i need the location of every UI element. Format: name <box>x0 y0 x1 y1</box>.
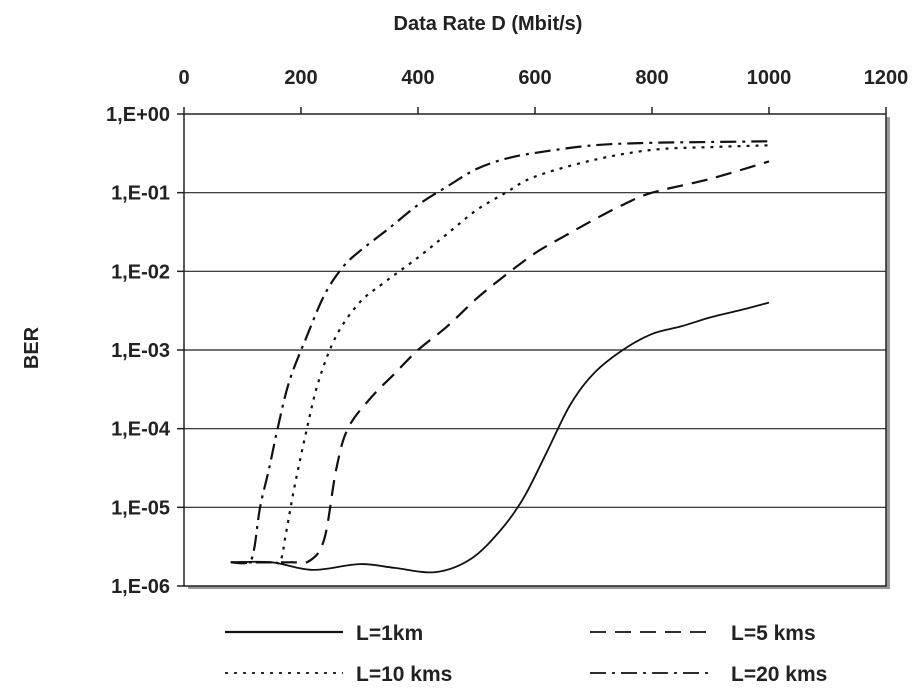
legend: L=1km L=5 kms L=10 kms L=20 kms <box>225 622 827 686</box>
legend-label-4: L=20 kms <box>731 663 827 686</box>
x-tick-label: 1200 <box>864 67 909 89</box>
legend-label-2: L=5 kms <box>731 622 816 645</box>
grid <box>184 192 886 508</box>
legend-label-1: L=1km <box>356 622 423 645</box>
y-tick-label: 1,E-02 <box>111 261 170 283</box>
series-line-2 <box>230 160 770 564</box>
y-tick-label: 1,E-05 <box>111 497 170 519</box>
legend-label-3: L=10 kms <box>356 663 452 686</box>
x-tick-label: 800 <box>635 67 668 89</box>
y-tick-label: 1,E-06 <box>111 576 170 598</box>
y-axis: 1,E+00 1,E-01 1,E-02 1,E-03 1,E-04 1,E-05 1,E-… <box>106 104 184 598</box>
x-tick-label: 400 <box>401 67 434 89</box>
y-tick-label: 1,E+00 <box>106 104 170 126</box>
x-tick-label: 600 <box>518 67 551 89</box>
series-line-3 <box>230 144 770 565</box>
x-tick-label: 0 <box>178 67 189 89</box>
x-tick-label: 200 <box>284 67 317 89</box>
y-axis-title: BER <box>21 326 43 369</box>
series-line-4 <box>230 140 770 565</box>
x-axis: 0 200 400 600 800 1000 1200 <box>178 67 908 114</box>
series-group <box>230 140 770 574</box>
y-tick-label: 1,E-01 <box>111 183 170 205</box>
x-axis-title: Data Rate D (Mbit/s) <box>394 13 583 35</box>
series-line-1 <box>230 301 770 574</box>
y-tick-label: 1,E-03 <box>111 340 170 362</box>
y-tick-label: 1,E-04 <box>111 419 171 441</box>
x-tick-label: 1000 <box>747 67 792 89</box>
